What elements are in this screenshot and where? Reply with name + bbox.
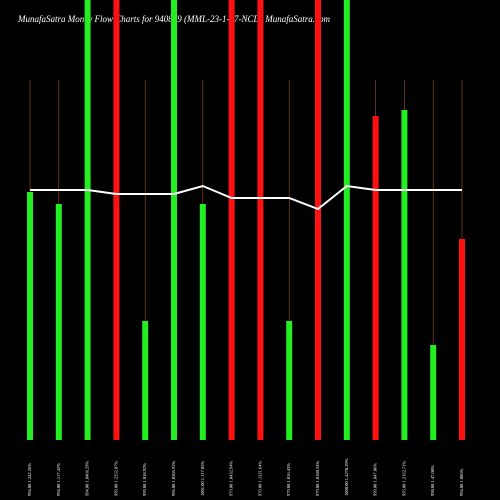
bar [343,0,350,440]
bar [55,204,62,440]
bar [430,345,437,440]
x-tick-label: 994.00 1.086% [459,468,464,496]
x-tick-label: 994.00 1.0466.29% [85,461,90,497]
x-tick-label: 999.00 1.2252.87% [113,461,118,497]
x-tick-label: 979.00 1.1321.64% [257,461,262,497]
bar [142,321,149,440]
bar [113,0,120,440]
bar [372,116,379,440]
x-tick-label: 979.00 1.0432.94% [229,461,234,497]
bar [401,110,408,440]
x-tick-label: 994.00 1.242.26% [27,463,32,496]
x-tick-label: 998.00 1.47.08% [430,465,435,496]
x-tick-label: 999.00 1.047.86% [373,463,378,496]
x-tick-label: 999.00 1.018.92% [142,463,147,496]
bar [228,0,235,440]
bar [459,239,465,440]
x-tick-label: 996.00 1.0305.92% [171,461,176,497]
bar [84,0,91,440]
x-tick-label: 1000.00 1.4278.29% [344,458,349,496]
x-tick-label: 979.00 1.016.43% [286,463,291,496]
bar [27,192,33,440]
bar [315,0,321,440]
bar [171,0,177,440]
bar [257,0,264,440]
x-tick-label: 995.00 1.2162.71% [401,461,406,497]
x-tick-label: 979.00 1.0188.24% [315,461,320,497]
x-tick-label: 1001.00 1.117.05% [200,461,205,496]
bar [286,321,293,440]
bar [199,204,206,440]
money-flow-line [30,184,462,211]
x-tick-label: 994.00 1.117.42% [56,463,61,496]
